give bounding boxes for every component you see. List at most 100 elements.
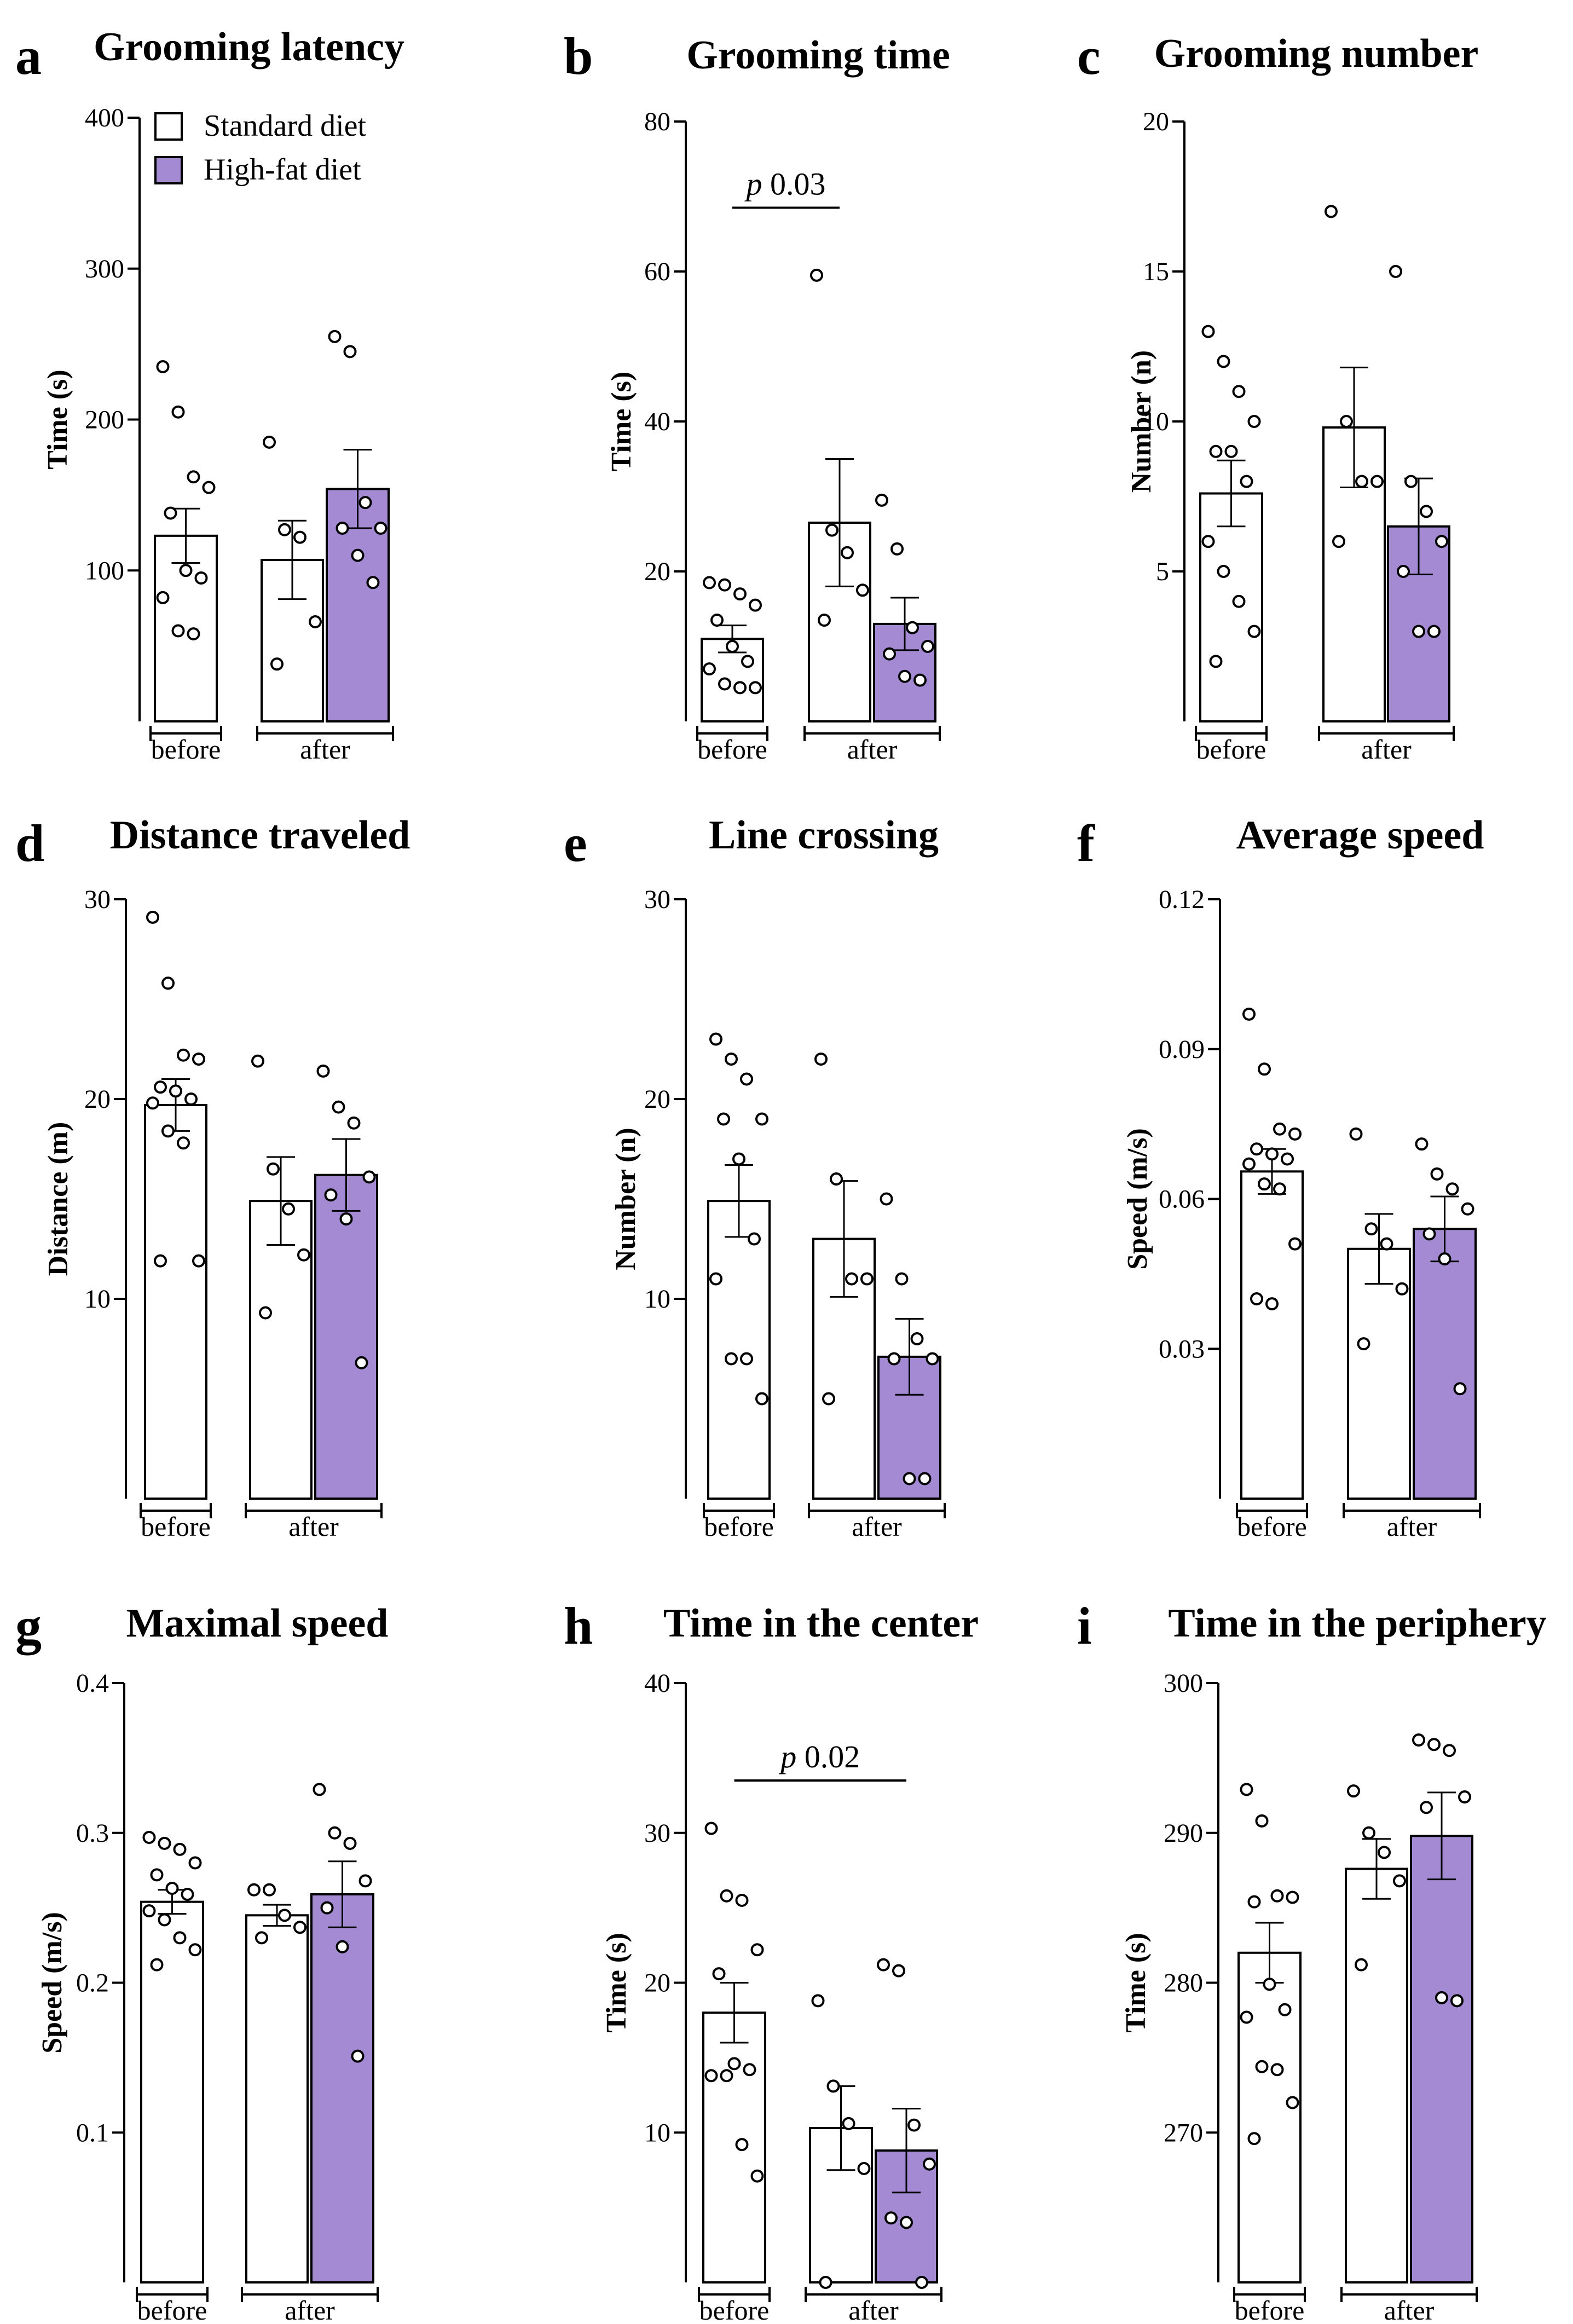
data-point — [1286, 2096, 1299, 2109]
data-point — [857, 2161, 871, 2175]
panel-letter: d — [15, 814, 44, 872]
data-point — [1415, 1137, 1429, 1151]
y-tick-label: 0.4 — [76, 1669, 109, 1698]
p-value: 0.03 — [762, 166, 826, 202]
data-point — [1263, 1978, 1276, 1991]
y-axis-label: Distance (m) — [43, 1122, 74, 1276]
panel-letter: f — [1077, 814, 1095, 872]
panel-letter: h — [564, 1597, 593, 1655]
data-point — [366, 576, 380, 589]
data-point — [750, 2169, 764, 2183]
y-tick-label: 0.3 — [76, 1819, 109, 1848]
data-point — [161, 976, 175, 990]
data-point — [1393, 1874, 1406, 1888]
data-point — [1258, 1177, 1271, 1191]
data-point — [188, 1943, 202, 1957]
data-point — [263, 1883, 276, 1897]
data-point — [1224, 444, 1238, 458]
data-point — [749, 681, 762, 695]
y-tick-label: 200 — [85, 406, 124, 435]
data-point — [717, 1112, 730, 1126]
data-point — [1273, 1122, 1286, 1136]
y-tick-label: 270 — [1164, 2118, 1203, 2147]
data-point — [336, 522, 349, 535]
y-tick-label: 5 — [1156, 557, 1169, 586]
group-after-label: after — [848, 2295, 899, 2324]
data-point — [900, 2216, 913, 2229]
panel-e: e Line crossing 10 20 30 Number (n) before afte… — [564, 813, 946, 1542]
legend-label-standard: Standard diet — [204, 109, 366, 143]
data-point — [1286, 1891, 1299, 1904]
panel-f: f Average speed 0.03 0.06 0.09 0.12 Speed (m/s… — [1077, 813, 1484, 1542]
group-after-label: after — [285, 2295, 335, 2324]
y-axis-label: Time (s) — [601, 1933, 632, 2032]
data-point — [735, 2138, 749, 2152]
data-point — [740, 1352, 753, 1366]
data-point — [188, 1856, 202, 1870]
data-point — [158, 1913, 171, 1927]
legend-label-highfat: High-fat diet — [204, 153, 361, 187]
bar-after-standard — [245, 1914, 309, 2283]
data-point — [1378, 1846, 1391, 1859]
data-point — [1255, 1814, 1269, 1828]
data-point — [898, 669, 911, 683]
group-before-label: before — [1196, 734, 1267, 765]
data-point — [709, 1032, 722, 1046]
data-point — [1201, 535, 1215, 548]
data-point — [1420, 505, 1433, 518]
data-point — [704, 2069, 718, 2083]
data-point — [810, 268, 823, 282]
y-tick-label: 400 — [85, 103, 124, 132]
data-point — [926, 1352, 939, 1366]
data-point — [1412, 1733, 1425, 1747]
y-tick-label: 30 — [84, 885, 111, 914]
data-point — [1445, 1182, 1459, 1196]
panel-title: Line crossing — [709, 813, 939, 858]
data-point — [718, 677, 731, 691]
data-point — [1355, 475, 1368, 488]
data-point — [1270, 2063, 1284, 2077]
data-point — [725, 1053, 738, 1066]
data-point — [192, 1254, 205, 1268]
data-point — [1355, 1958, 1368, 1972]
data-point — [910, 1332, 924, 1345]
data-point — [1247, 625, 1261, 638]
data-point — [339, 1212, 353, 1225]
data-point — [1438, 1252, 1451, 1265]
data-point — [923, 2157, 936, 2171]
data-point — [720, 2069, 733, 2083]
y-tick-label: 15 — [1143, 257, 1169, 286]
bar-after-highfat — [310, 1893, 374, 2284]
y-axis-label: Speed (m/s) — [1122, 1128, 1153, 1270]
y-tick-label: 0.2 — [76, 1969, 109, 1998]
data-point — [814, 1053, 828, 1066]
data-point — [161, 1124, 175, 1138]
data-point — [1250, 1292, 1263, 1305]
data-point — [826, 2079, 840, 2093]
data-point — [1397, 565, 1410, 578]
data-point — [1370, 475, 1384, 488]
data-point — [887, 1352, 901, 1366]
data-point — [842, 2117, 855, 2130]
data-point — [1232, 594, 1246, 608]
data-point — [181, 1887, 194, 1901]
y-tick-label: 20 — [1143, 107, 1169, 136]
data-point — [336, 1940, 349, 1953]
bar-after-highfat — [314, 1173, 378, 1500]
data-point — [1201, 325, 1215, 338]
data-point — [725, 1352, 738, 1366]
data-point — [282, 1202, 295, 1216]
data-point — [187, 627, 200, 641]
data-point — [1288, 1127, 1302, 1141]
data-point — [316, 1064, 330, 1078]
data-point — [1389, 265, 1402, 278]
group-before-label: before — [697, 734, 767, 765]
p-symbol: p — [744, 166, 762, 202]
data-point — [146, 910, 159, 924]
y-tick-label: 20 — [644, 1085, 670, 1114]
data-point — [328, 329, 342, 343]
panel-title: Grooming time — [686, 33, 950, 78]
data-point — [351, 2049, 365, 2063]
panel-letter: i — [1077, 1597, 1092, 1655]
